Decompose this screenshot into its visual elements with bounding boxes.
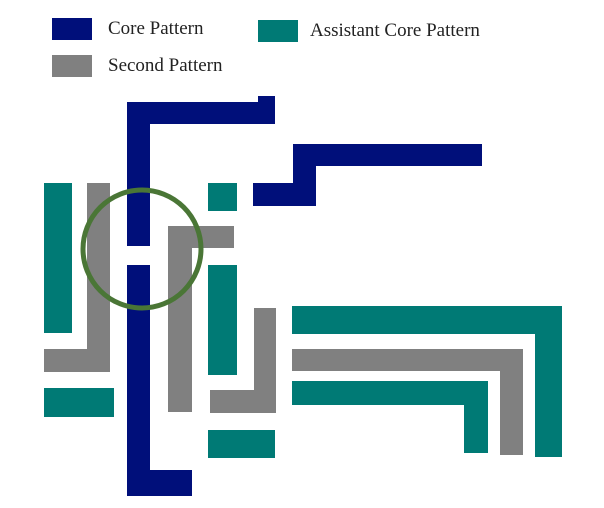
highlight-circle	[80, 187, 204, 311]
second-right-l-shape	[210, 308, 276, 413]
second-shapes	[44, 183, 523, 455]
core-label: Core Pattern	[108, 18, 204, 39]
assistant-middle-vertical	[208, 265, 237, 375]
assistant-large-outer-l	[292, 306, 562, 457]
legend-core: Core Pattern	[52, 18, 204, 40]
assistant-small-square	[208, 183, 237, 211]
legend-second: Second Pattern	[52, 55, 223, 77]
assistant-left-bottom	[44, 388, 114, 417]
assistant-middle-bottom	[208, 430, 275, 458]
core-shapes	[127, 96, 482, 496]
second-middle-l-shape	[168, 226, 234, 412]
core-bottom-l-shape	[127, 265, 192, 496]
core-swatch	[52, 18, 92, 40]
second-large-l-shape	[292, 349, 523, 455]
assistant-large-inner-l	[292, 381, 488, 453]
second-left-l-shape	[44, 183, 110, 372]
assistant-label: Assistant Core Pattern	[310, 20, 480, 41]
second-swatch	[52, 55, 92, 77]
core-step-shape	[253, 144, 482, 206]
second-label: Second Pattern	[108, 55, 223, 76]
core-top-l-shape	[127, 96, 275, 246]
assistant-shapes	[44, 183, 562, 458]
assistant-swatch	[258, 20, 298, 42]
assistant-left-vertical	[44, 183, 72, 333]
legend-assistant: Assistant Core Pattern	[258, 20, 480, 42]
